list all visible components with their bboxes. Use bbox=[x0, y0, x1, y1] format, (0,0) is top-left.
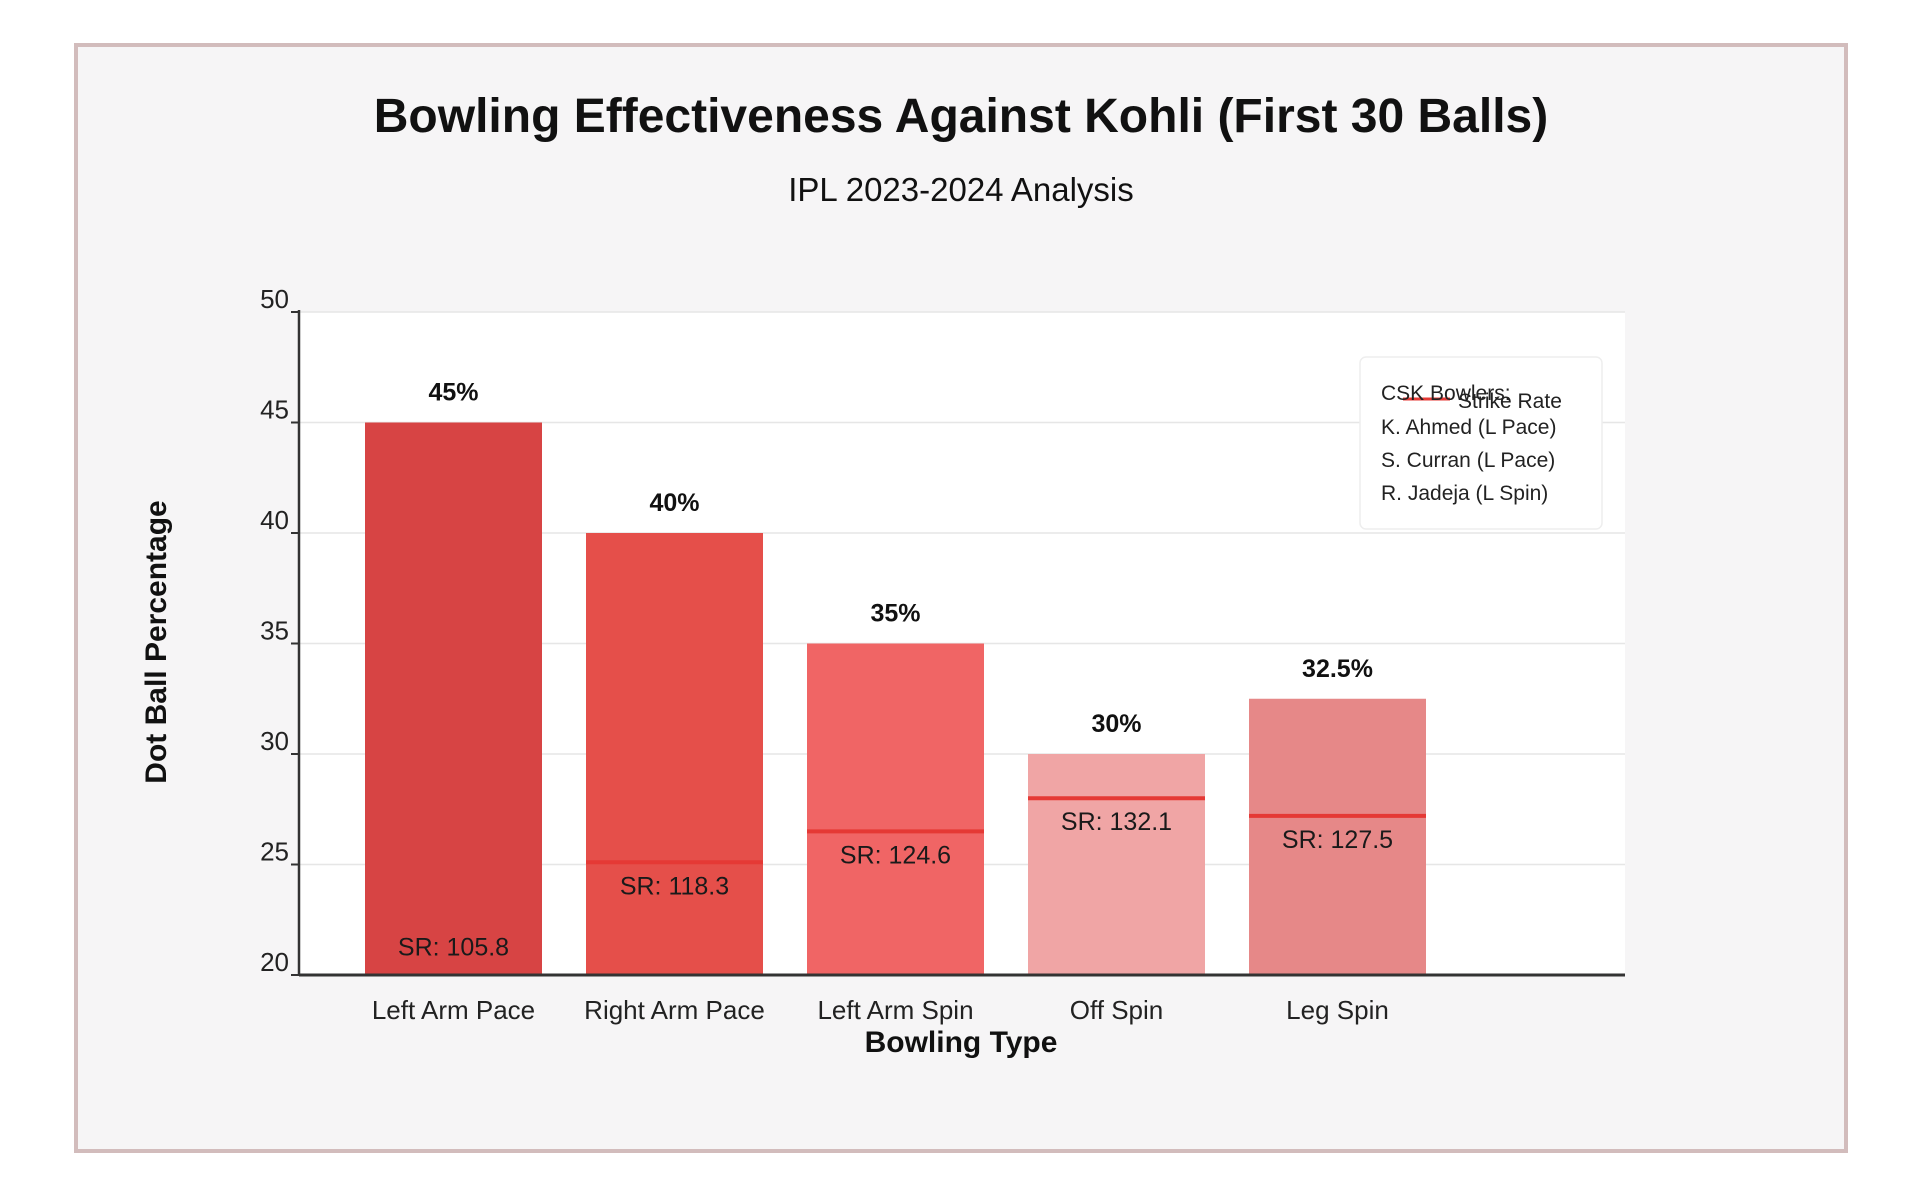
x-tick-label: Off Spin bbox=[1070, 995, 1163, 1025]
bar-value-label: 32.5% bbox=[1302, 655, 1373, 683]
x-tick-label: Right Arm Pace bbox=[584, 995, 765, 1025]
x-tick-label: Leg Spin bbox=[1286, 995, 1389, 1025]
y-tick-label: 35 bbox=[260, 616, 289, 646]
strike-rate-label: SR: 124.6 bbox=[840, 841, 951, 869]
strike-rate-label: SR: 118.3 bbox=[620, 872, 729, 900]
legend-title: CSK Bowlers: bbox=[1381, 382, 1511, 405]
legend-strike-rate-label: Strike Rate bbox=[1458, 390, 1562, 413]
y-tick-label: 25 bbox=[260, 837, 289, 867]
x-tick-label: Left Arm Spin bbox=[817, 995, 973, 1025]
y-tick-label: 20 bbox=[260, 947, 289, 977]
y-axis-ticks: 20 25 30 35 40 45 50 bbox=[260, 284, 299, 977]
x-tick-label: Left Arm Pace bbox=[372, 995, 535, 1025]
value-labels: 45% SR: 105.8 40% SR: 118.3 35% SR: 124.6 30% S… bbox=[398, 379, 1393, 962]
legend-item: R. Jadeja (L Spin) bbox=[1381, 482, 1548, 505]
legend: Strike Rate CSK Bowlers: K. Ahmed (L Pac… bbox=[1359, 356, 1603, 530]
bar-value-label: 35% bbox=[870, 600, 920, 628]
chart-title: Bowling Effectiveness Against Kohli (Fir… bbox=[374, 90, 1548, 143]
strike-rate-label: SR: 127.5 bbox=[1282, 826, 1393, 854]
strike-rate-markers bbox=[586, 796, 1426, 865]
bar bbox=[807, 643, 984, 975]
x-axis-ticks: Left Arm Pace Right Arm Pace Left Arm Spin… bbox=[372, 995, 1389, 1025]
x-axis-title: Bowling Type bbox=[865, 1026, 1058, 1059]
legend-item: S. Curran (L Pace) bbox=[1381, 449, 1555, 472]
bars bbox=[365, 422, 1426, 975]
y-tick-label: 40 bbox=[260, 505, 289, 535]
strike-rate-label: SR: 105.8 bbox=[398, 933, 509, 961]
bar bbox=[365, 422, 542, 975]
y-tick-label: 50 bbox=[260, 284, 289, 314]
legend-item: K. Ahmed (L Pace) bbox=[1381, 416, 1556, 439]
y-tick-label: 30 bbox=[260, 726, 289, 756]
chart-subtitle: IPL 2023-2024 Analysis bbox=[788, 171, 1134, 208]
bar bbox=[586, 533, 763, 975]
bar-value-label: 30% bbox=[1091, 710, 1141, 738]
bar-value-label: 45% bbox=[428, 379, 478, 407]
y-tick-label: 45 bbox=[260, 395, 289, 425]
bar-value-label: 40% bbox=[649, 489, 699, 517]
bar bbox=[1249, 698, 1426, 975]
strike-rate-label: SR: 132.1 bbox=[1061, 808, 1172, 836]
bar bbox=[1028, 754, 1205, 975]
y-axis-title: Dot Ball Percentage bbox=[140, 500, 173, 783]
